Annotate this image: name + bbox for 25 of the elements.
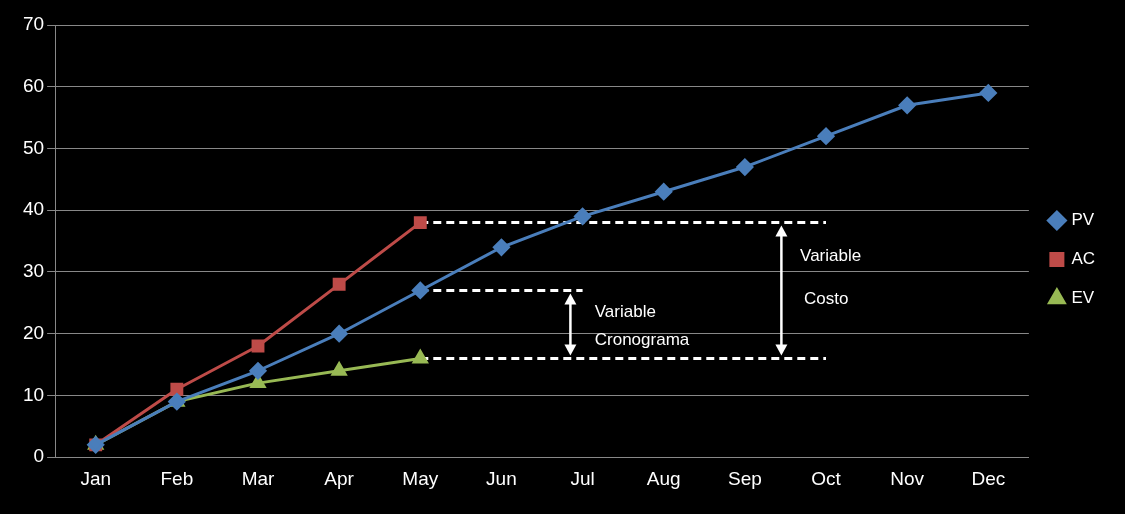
x-tick-label: Jan [80,467,112,489]
legend-label: AC [1071,249,1096,269]
annotation: Variable Cronograma [594,301,690,349]
x-tick-label: May [402,467,439,489]
legend-label: EV [1071,288,1095,308]
x-tick-label: Dec [971,467,1006,489]
y-tick-label: 60 [22,74,45,96]
x-tick-label: Sep [727,467,762,489]
x-tick-label: Aug [646,467,681,489]
y-tick-label: 40 [22,198,45,220]
x-tick-label: Jun [486,467,517,489]
y-tick-label: 50 [22,136,45,158]
y-tick-label: 30 [22,260,45,282]
x-tick-label: Mar [241,467,276,489]
x-tick-label: Feb [160,467,194,489]
y-tick-label: 20 [22,321,45,343]
y-tick-label: 10 [22,383,45,405]
x-tick-label: Jul [570,467,595,489]
y-tick-label: 70 [22,13,45,35]
x-tick-label: Nov [890,467,925,489]
text: Variable Costo [800,246,862,309]
y-tick-label: 0 [33,445,45,467]
legend-label: PV [1071,210,1095,230]
x-tick-label: Oct [811,467,842,489]
x-tick-label: Apr [324,467,355,489]
